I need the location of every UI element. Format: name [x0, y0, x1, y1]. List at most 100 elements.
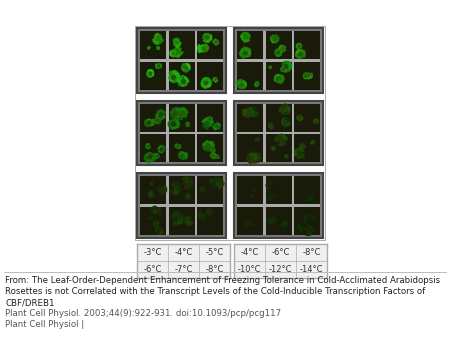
- Ellipse shape: [300, 143, 303, 145]
- Circle shape: [205, 81, 208, 84]
- Ellipse shape: [272, 183, 275, 188]
- Ellipse shape: [274, 196, 277, 198]
- Ellipse shape: [174, 40, 176, 44]
- Ellipse shape: [281, 70, 284, 72]
- Ellipse shape: [281, 117, 288, 120]
- Ellipse shape: [296, 44, 298, 49]
- Ellipse shape: [184, 216, 189, 219]
- Ellipse shape: [173, 44, 178, 47]
- Ellipse shape: [216, 155, 218, 156]
- Bar: [294, 176, 320, 204]
- Ellipse shape: [181, 63, 184, 70]
- Ellipse shape: [157, 67, 161, 69]
- Ellipse shape: [279, 111, 282, 112]
- Ellipse shape: [152, 184, 153, 185]
- Bar: [168, 31, 194, 59]
- Text: Plant Cell Physiol. 2003;44(9):922-931. doi:10.1093/pcp/pcg117: Plant Cell Physiol. 2003;44(9):922-931. …: [5, 309, 281, 318]
- Ellipse shape: [207, 34, 211, 38]
- Ellipse shape: [310, 182, 312, 184]
- Ellipse shape: [210, 148, 212, 151]
- Ellipse shape: [213, 179, 216, 184]
- Ellipse shape: [207, 146, 212, 150]
- Circle shape: [211, 180, 213, 182]
- Ellipse shape: [154, 153, 158, 155]
- Ellipse shape: [186, 218, 192, 221]
- Ellipse shape: [297, 116, 299, 120]
- Ellipse shape: [280, 134, 288, 141]
- Ellipse shape: [147, 46, 148, 48]
- Ellipse shape: [254, 84, 257, 87]
- Ellipse shape: [274, 74, 279, 78]
- Circle shape: [280, 109, 281, 111]
- Ellipse shape: [153, 222, 155, 226]
- Ellipse shape: [246, 114, 253, 118]
- Ellipse shape: [214, 148, 216, 152]
- Ellipse shape: [184, 110, 188, 118]
- Ellipse shape: [296, 224, 301, 228]
- Ellipse shape: [250, 156, 255, 163]
- Ellipse shape: [211, 148, 213, 150]
- Ellipse shape: [201, 50, 207, 52]
- Ellipse shape: [281, 110, 286, 115]
- Ellipse shape: [188, 64, 191, 70]
- Ellipse shape: [214, 156, 216, 158]
- Ellipse shape: [203, 146, 210, 151]
- Ellipse shape: [169, 189, 177, 195]
- Ellipse shape: [183, 216, 188, 220]
- Ellipse shape: [253, 191, 256, 192]
- Ellipse shape: [173, 222, 174, 225]
- Ellipse shape: [217, 40, 218, 43]
- Bar: [294, 31, 320, 59]
- Ellipse shape: [297, 115, 300, 117]
- Ellipse shape: [158, 207, 161, 216]
- Bar: [197, 176, 223, 204]
- Ellipse shape: [154, 33, 161, 37]
- Ellipse shape: [276, 195, 277, 196]
- Ellipse shape: [151, 71, 153, 74]
- Circle shape: [158, 65, 159, 67]
- Ellipse shape: [302, 230, 309, 236]
- Circle shape: [257, 139, 258, 140]
- Ellipse shape: [213, 77, 216, 79]
- Ellipse shape: [157, 48, 159, 50]
- Bar: [294, 62, 320, 90]
- Ellipse shape: [252, 195, 253, 197]
- Ellipse shape: [284, 106, 289, 109]
- Ellipse shape: [209, 208, 213, 212]
- Circle shape: [215, 79, 216, 80]
- Circle shape: [251, 156, 254, 160]
- Ellipse shape: [159, 47, 160, 49]
- Ellipse shape: [199, 212, 204, 214]
- Ellipse shape: [150, 215, 152, 217]
- Ellipse shape: [176, 222, 177, 224]
- Ellipse shape: [278, 50, 281, 53]
- Ellipse shape: [179, 82, 185, 87]
- Ellipse shape: [207, 124, 211, 127]
- Ellipse shape: [268, 193, 272, 195]
- Ellipse shape: [155, 114, 160, 121]
- Ellipse shape: [183, 218, 185, 223]
- Ellipse shape: [176, 114, 183, 121]
- Ellipse shape: [216, 154, 219, 156]
- Ellipse shape: [282, 49, 286, 52]
- Bar: [166, 104, 168, 162]
- Ellipse shape: [303, 216, 307, 223]
- Circle shape: [269, 195, 271, 197]
- Ellipse shape: [279, 220, 284, 224]
- Ellipse shape: [271, 41, 277, 43]
- Ellipse shape: [149, 119, 152, 123]
- Ellipse shape: [176, 47, 182, 50]
- Ellipse shape: [307, 74, 309, 78]
- Ellipse shape: [148, 47, 150, 48]
- Ellipse shape: [254, 155, 257, 162]
- Ellipse shape: [244, 53, 250, 57]
- Ellipse shape: [155, 37, 157, 42]
- Circle shape: [244, 35, 248, 39]
- Ellipse shape: [176, 146, 179, 148]
- Ellipse shape: [185, 182, 190, 185]
- Ellipse shape: [217, 41, 220, 45]
- Ellipse shape: [302, 224, 308, 231]
- Circle shape: [310, 197, 312, 200]
- Ellipse shape: [168, 119, 172, 126]
- Ellipse shape: [150, 73, 154, 77]
